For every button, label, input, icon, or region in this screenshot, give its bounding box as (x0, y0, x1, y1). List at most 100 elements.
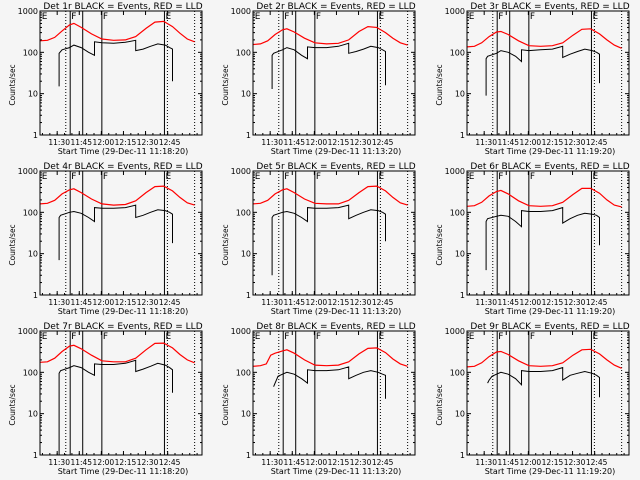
x-tick-label: 12:45 (159, 298, 181, 307)
y-tick-label: 1 (33, 451, 38, 460)
panel-title: Det 2r BLACK = Events, RED = LLD (256, 2, 415, 12)
y-axis-label: Counts/sec (221, 64, 230, 105)
x-tick-label: 12:45 (372, 458, 394, 467)
y-tick-label: 100 (450, 208, 465, 217)
y-tick-label: 10 (241, 250, 251, 259)
y-tick-label: 1000 (18, 7, 38, 16)
x-tick-label: 12:30 (350, 138, 372, 147)
y-axis-label: Counts/sec (435, 384, 444, 425)
marker-label-f: F (498, 172, 503, 182)
x-axis-label: Start Time (29-Dec-11 11:19:20) (485, 307, 616, 316)
lld-series-line (466, 28, 622, 49)
x-tick-label: 12:30 (137, 298, 159, 307)
x-tick-label: 11:30 (475, 458, 497, 467)
marker-label-e: E (469, 12, 475, 22)
marker-label-f: F (71, 172, 76, 182)
lld-series-line (466, 187, 622, 208)
x-tick-label: 12:15 (115, 298, 137, 307)
marker-label-e: E (255, 172, 261, 182)
y-tick-label: 1000 (18, 327, 38, 336)
marker-label-f: F (103, 172, 108, 182)
y-axis-label: Counts/sec (8, 384, 17, 425)
y-tick-label: 10 (455, 90, 465, 99)
lld-series-line (39, 342, 195, 364)
x-tick-label: 12:00 (520, 298, 542, 307)
y-axis-label: Counts/sec (435, 64, 444, 105)
marker-label-e: E (592, 332, 598, 342)
events-series-line (273, 366, 386, 399)
lld-series-line (252, 185, 408, 206)
plot-frame (466, 10, 630, 136)
y-axis-label: Counts/sec (8, 64, 17, 105)
x-tick-label: 12:30 (564, 298, 586, 307)
x-tick-label: 11:45 (70, 298, 92, 307)
y-tick-label: 1 (246, 451, 251, 460)
x-tick-label: 11:30 (261, 458, 283, 467)
marker-label-f: F (316, 172, 321, 182)
events-series-line (58, 359, 173, 455)
marker-label-e: E (592, 172, 598, 182)
x-tick-label: 12:00 (520, 138, 542, 147)
events-series-line (487, 366, 600, 398)
y-tick-label: 10 (455, 410, 465, 419)
marker-label-e: E (42, 12, 48, 22)
y-tick-label: 1000 (231, 7, 251, 16)
plot-frame (39, 170, 203, 296)
marker-label-f: F (530, 172, 535, 182)
x-tick-label: 12:00 (306, 138, 328, 147)
marker-label-e: E (255, 12, 261, 22)
y-tick-label: 1 (33, 291, 38, 300)
x-tick-label: 11:45 (70, 138, 92, 147)
events-series-line (58, 204, 173, 261)
y-tick-label: 1000 (445, 167, 465, 176)
y-tick-label: 100 (236, 368, 251, 377)
events-series-line (271, 204, 386, 276)
marker-label-f: F (498, 332, 503, 342)
x-tick-label: 11:30 (48, 138, 70, 147)
x-tick-label: 12:45 (372, 298, 394, 307)
events-series-line (271, 42, 386, 89)
events-series-line (58, 39, 173, 87)
panel-title: Det 1r BLACK = Events, RED = LLD (43, 2, 202, 12)
panel-title: Det 9r BLACK = Events, RED = LLD (470, 322, 629, 332)
plot-frame (466, 170, 630, 296)
events-series-line (485, 206, 600, 271)
x-tick-label: 12:15 (542, 298, 564, 307)
y-tick-label: 1 (246, 291, 251, 300)
marker-label-e: E (378, 12, 384, 22)
x-tick-label: 11:30 (48, 298, 70, 307)
y-tick-label: 1 (460, 291, 465, 300)
x-axis-label: Start Time (29-Dec-11 11:13:20) (271, 307, 402, 316)
x-tick-label: 11:45 (283, 298, 305, 307)
plot-frame (466, 330, 630, 456)
x-axis-label: Start Time (29-Dec-11 11:19:20) (485, 147, 616, 156)
plot-frame (252, 330, 416, 456)
y-tick-label: 100 (450, 368, 465, 377)
x-tick-label: 11:45 (70, 458, 92, 467)
panel-title: Det 4r BLACK = Events, RED = LLD (43, 162, 202, 172)
y-tick-label: 10 (241, 410, 251, 419)
y-tick-label: 100 (23, 208, 38, 217)
y-tick-label: 1 (460, 451, 465, 460)
marker-label-e: E (42, 332, 48, 342)
lld-series-line (252, 25, 408, 46)
x-tick-label: 12:15 (328, 458, 350, 467)
marker-label-f: F (103, 12, 108, 22)
x-tick-label: 12:00 (93, 138, 115, 147)
x-tick-label: 12:15 (328, 298, 350, 307)
x-tick-label: 12:00 (520, 458, 542, 467)
marker-label-f: F (498, 12, 503, 22)
events-series-line (485, 45, 600, 96)
y-tick-label: 10 (28, 90, 38, 99)
plot-frame (252, 170, 416, 296)
x-axis-label: Start Time (29-Dec-11 11:13:20) (271, 147, 402, 156)
marker-label-e: E (592, 12, 598, 22)
y-tick-label: 100 (23, 48, 38, 57)
x-tick-label: 12:30 (137, 458, 159, 467)
y-tick-label: 1000 (445, 7, 465, 16)
